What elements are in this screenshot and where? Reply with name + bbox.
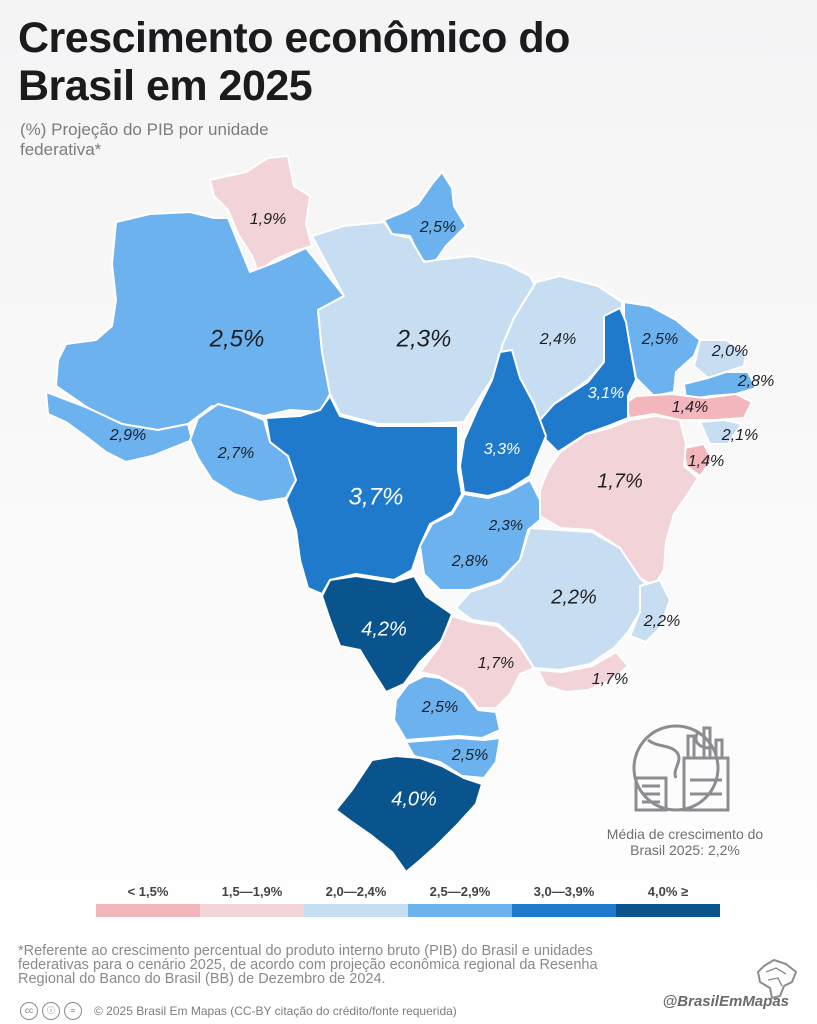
state-value-ma: 2,4% — [539, 331, 576, 348]
state-value-se: 1,4% — [688, 453, 724, 470]
state-al — [699, 419, 743, 445]
legend-label: 1,5—1,9% — [221, 884, 283, 899]
state-value-mg: 2,2% — [550, 586, 597, 608]
legend-item: 2,0—2,4% — [304, 884, 408, 917]
state-sp — [419, 615, 535, 709]
state-value-pb: 2,8% — [737, 373, 774, 390]
industry-globe-icon — [632, 724, 730, 812]
legend-item: < 1,5% — [96, 884, 200, 917]
social-handle: @BrasilEmMapas — [662, 993, 789, 1010]
state-value-df: 2,3% — [488, 517, 523, 534]
legend: < 1,5% 1,5—1,9% 2,0—2,4% 2,5—2,9% 3,0—3,… — [96, 884, 720, 918]
page-title: Crescimento econômico do Brasil em 2025 — [18, 14, 570, 110]
legend-label: 2,0—2,4% — [325, 884, 387, 899]
state-value-ba: 1,7% — [597, 470, 643, 492]
legend-swatch — [96, 904, 200, 917]
state-rj — [537, 651, 629, 693]
legend-item: 2,5—2,9% — [408, 884, 512, 917]
legend-label: 3,0—3,9% — [533, 884, 595, 899]
cc-icon: cc — [20, 1002, 38, 1020]
legend-label: 2,5—2,9% — [429, 884, 491, 899]
state-se — [683, 443, 713, 477]
state-to — [459, 349, 547, 497]
state-value-pr: 2,5% — [421, 699, 458, 716]
state-pi — [539, 307, 637, 453]
state-pr — [393, 675, 501, 741]
state-value-go: 2,8% — [451, 553, 488, 570]
state-value-rr: 1,9% — [250, 211, 286, 228]
state-value-rj: 1,7% — [592, 671, 628, 688]
state-es — [629, 579, 671, 643]
state-value-ro: 2,7% — [217, 445, 254, 462]
state-ac — [45, 391, 193, 463]
copyright-bar: cc ⓘ = © 2025 Brasil Em Mapas (CC-BY cit… — [20, 1001, 457, 1021]
state-value-sc: 2,5% — [451, 747, 488, 764]
legend-label: 4,0% ≥ — [647, 884, 689, 899]
legend-item: 3,0—3,9% — [512, 884, 616, 917]
state-value-to: 3,3% — [484, 441, 520, 458]
legend-swatch — [512, 904, 616, 917]
state-ms — [321, 575, 453, 693]
state-mt — [265, 395, 463, 595]
state-value-ac: 2,9% — [109, 427, 146, 444]
legend-item: 1,5—1,9% — [200, 884, 304, 917]
copyright-text: © 2025 Brasil Em Mapas (CC-BY citação do… — [94, 1004, 457, 1018]
legend-swatch — [616, 904, 720, 917]
state-ba — [539, 415, 699, 587]
state-value-ms: 4,2% — [361, 618, 407, 640]
attribution-icon: ⓘ — [42, 1002, 60, 1020]
footnote: *Referente ao crescimento percentual do … — [18, 943, 598, 987]
legend-swatch — [304, 904, 408, 917]
state-value-pi: 3,1% — [588, 385, 624, 402]
state-value-rn: 2,0% — [711, 343, 748, 360]
legend-swatch — [200, 904, 304, 917]
state-am — [55, 211, 345, 431]
page-subtitle: (%) Projeção do PIB por unidade federati… — [20, 120, 269, 159]
state-value-ap: 2,5% — [419, 219, 456, 236]
legend-label: < 1,5% — [127, 884, 169, 899]
state-mg — [455, 527, 653, 671]
state-value-mt: 3,7% — [349, 483, 404, 510]
state-value-pe: 1,4% — [672, 399, 708, 416]
average-growth-text: Média de crescimento do Brasil 2025: 2,2… — [606, 826, 764, 858]
state-value-es: 2,2% — [643, 613, 680, 630]
state-value-ce: 2,5% — [641, 331, 678, 348]
equals-icon: = — [64, 1002, 82, 1020]
state-value-sp: 1,7% — [478, 655, 514, 672]
state-value-am: 2,5% — [209, 325, 265, 352]
legend-item: 4,0% ≥ — [616, 884, 720, 917]
state-rn — [693, 339, 747, 379]
state-sc — [405, 737, 501, 779]
state-rs — [335, 755, 483, 873]
state-value-rs: 4,0% — [391, 788, 437, 810]
state-value-pa: 2,3% — [396, 325, 452, 352]
brazil-map-logo-icon — [756, 958, 798, 1000]
legend-swatch — [408, 904, 512, 917]
state-value-al: 2,1% — [721, 427, 758, 444]
